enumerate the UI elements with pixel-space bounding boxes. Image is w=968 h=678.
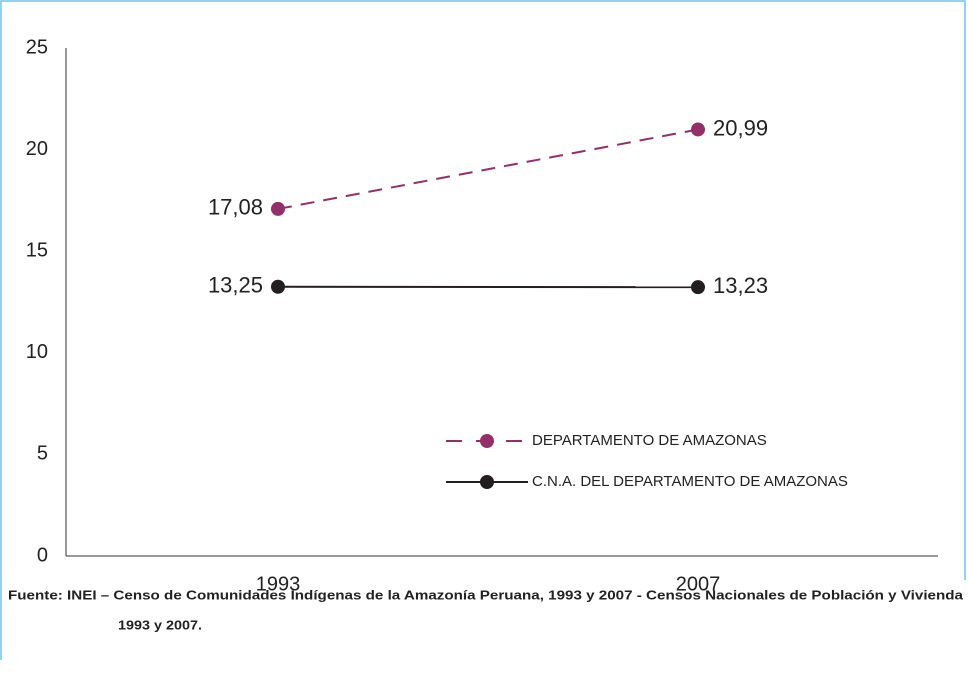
data-label: 20,99 xyxy=(713,115,768,140)
y-tick-label: 20 xyxy=(26,138,48,160)
data-label: 13,23 xyxy=(713,273,768,298)
y-tick-label: 0 xyxy=(37,544,48,566)
y-tick-label: 25 xyxy=(26,36,48,58)
footnote: Fuente: INEI – Censo de Comunidades Indí… xyxy=(8,587,964,602)
legend-marker xyxy=(480,434,494,448)
point xyxy=(271,201,285,216)
point xyxy=(691,122,705,137)
y-tick-label: 5 xyxy=(37,443,48,465)
footnote: 1993 y 2007. xyxy=(118,617,202,632)
x-tick-label: 2007 xyxy=(676,573,721,595)
y-tick-label: 15 xyxy=(26,239,48,261)
x-tick-label: 1993 xyxy=(256,573,301,595)
point xyxy=(271,279,285,294)
frame xyxy=(0,0,966,660)
series-line xyxy=(277,128,699,210)
point xyxy=(691,280,705,295)
y-tick-label: 10 xyxy=(26,341,48,363)
data-label: 17,08 xyxy=(208,195,263,220)
legend-marker xyxy=(480,475,494,489)
legend-label: DEPARTAMENTO DE AMAZONAS xyxy=(532,432,767,449)
data-label: 13,25 xyxy=(208,273,263,298)
legend-label: C.N.A. DEL DEPARTAMENTO DE AMAZONAS xyxy=(532,473,848,490)
